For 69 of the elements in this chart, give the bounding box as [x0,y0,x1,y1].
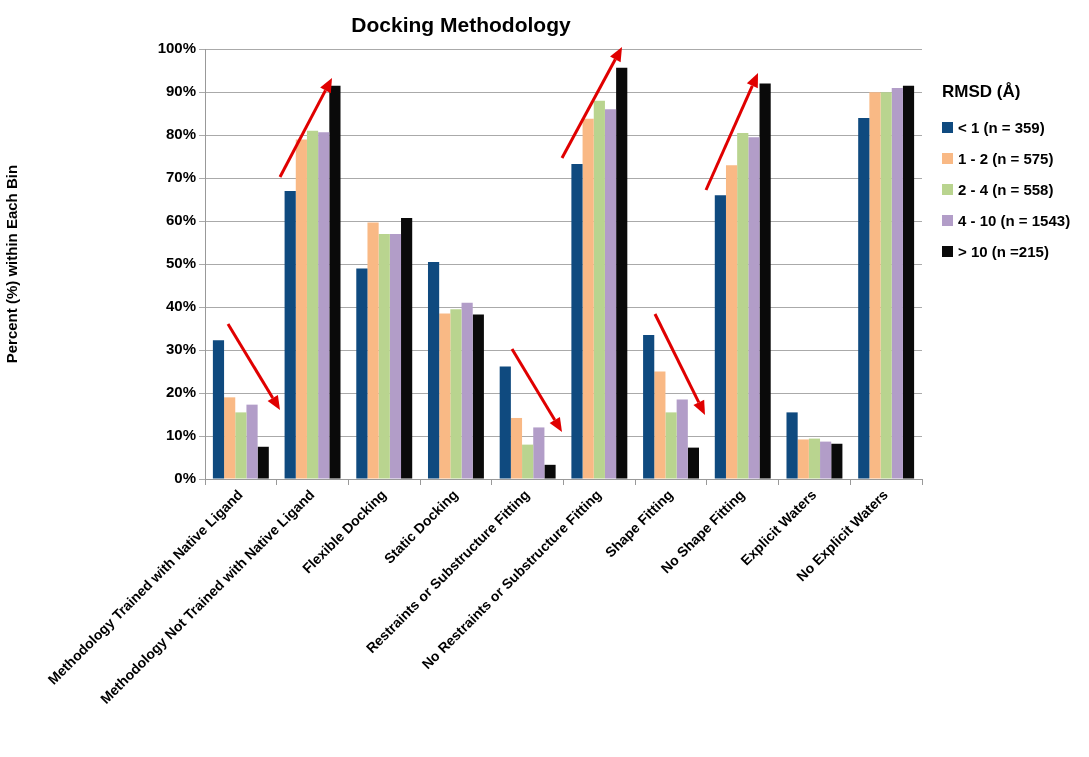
bar [329,85,341,479]
bar [461,302,473,479]
bar [593,100,605,479]
y-axis-title: Percent (%) within Each Bin [3,164,21,364]
y-tick-label: 20% [165,383,196,401]
bar [284,191,296,479]
bar [737,133,749,479]
bar [389,234,402,479]
bar [472,314,484,479]
bar [714,195,726,479]
bar [797,439,809,479]
bar [427,261,440,479]
y-tick-label: 50% [165,254,196,272]
bar [499,366,511,479]
bar [858,117,870,479]
bar [367,222,379,479]
bar [748,137,760,479]
bar [439,313,451,479]
y-tick-label: 30% [165,340,196,358]
bar [571,163,583,479]
bar [401,218,413,479]
bar [544,464,556,479]
bar [224,397,236,479]
bar [880,92,892,479]
bar [295,139,307,479]
y-tick-label: 10% [165,426,196,444]
bar [257,446,269,479]
bar [891,87,903,479]
y-tick-label: 100% [157,39,196,57]
y-tick-label: 60% [165,211,196,229]
bar [687,447,700,479]
bar [616,67,628,479]
legend-label: 1 - 2 (n = 575) [958,150,1054,167]
bar [643,335,655,479]
y-tick-label: 70% [165,168,196,186]
legend-label: 2 - 4 (n = 558) [958,181,1054,198]
bar [522,444,534,479]
bar [318,132,330,479]
bar [665,412,677,479]
bar [820,441,832,479]
y-tick-label: 0% [174,469,196,487]
bar [759,83,771,479]
bar [356,268,368,479]
y-tick-label: 40% [165,297,196,315]
legend-label: > 10 (n =215) [958,243,1049,260]
bar [654,371,666,479]
bar [235,412,247,479]
legend-label: < 1 (n = 359) [958,119,1045,136]
bar [808,438,821,479]
bar [869,92,881,479]
bar [378,234,390,479]
bar [902,85,915,479]
bar [725,165,738,479]
bar [831,443,843,479]
bar [246,404,258,479]
chart-title: Docking Methodology [351,13,571,37]
bar [510,417,523,479]
bar [533,427,545,479]
y-tick-label: 90% [165,82,196,100]
legend-label: 4 - 10 (n = 1543) [958,212,1071,229]
y-tick-label: 80% [165,125,196,143]
bar [306,130,319,479]
bar [676,399,688,479]
bar [212,340,225,479]
bar [786,412,798,479]
bar [604,109,617,479]
legend-title: RMSD (Å) [942,82,1022,102]
bar [582,118,594,479]
bar [450,309,462,479]
